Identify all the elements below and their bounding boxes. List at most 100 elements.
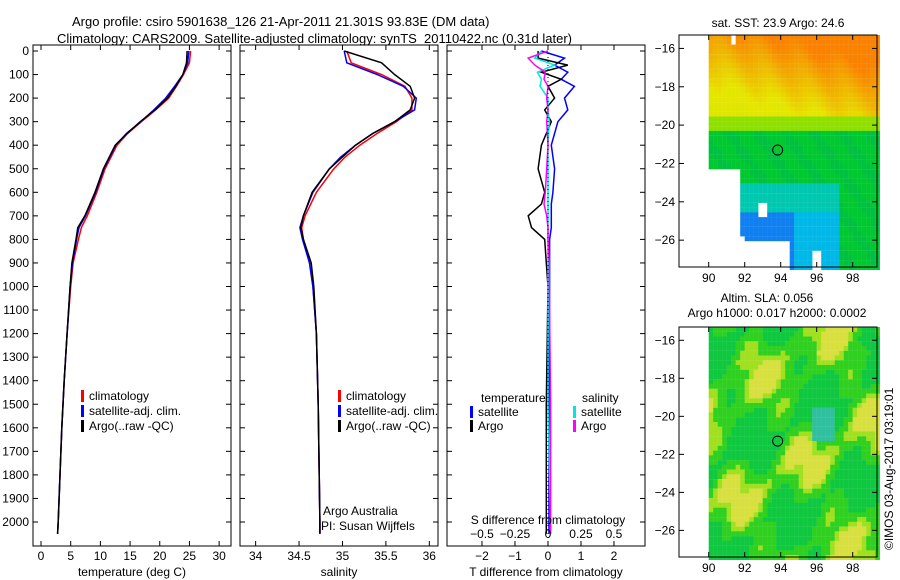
map-cell <box>749 82 754 88</box>
map-cell <box>776 336 781 342</box>
map-cell <box>749 164 754 170</box>
map-cell <box>708 417 714 423</box>
map-cell <box>843 111 849 117</box>
map-cell <box>848 49 853 55</box>
map-cell <box>771 35 777 40</box>
map-cell <box>735 479 741 484</box>
map-cell <box>758 169 763 175</box>
map-cell <box>861 479 867 484</box>
map-cell <box>722 545 727 551</box>
map-cell <box>722 111 727 117</box>
map-cell <box>789 464 795 470</box>
map-cell <box>713 63 718 69</box>
map-cell <box>848 365 853 370</box>
map-cell <box>870 241 876 246</box>
map-cell <box>848 545 853 551</box>
map-cell <box>713 68 718 74</box>
map-cell <box>812 531 817 537</box>
map-cell <box>708 422 714 427</box>
map-cell <box>794 231 799 237</box>
map-cell <box>839 44 844 50</box>
map-cell <box>735 116 741 122</box>
map-cell <box>848 260 853 266</box>
map-cell <box>708 536 714 541</box>
map-cell <box>816 493 822 499</box>
map-cell <box>870 226 876 232</box>
map-cell <box>749 417 754 423</box>
map-cell <box>852 111 858 117</box>
map-cell <box>789 35 795 40</box>
map-cell <box>803 145 808 151</box>
map-cell <box>807 455 813 461</box>
map-cell <box>753 87 759 93</box>
map-cell <box>866 73 871 79</box>
map-cell <box>798 121 804 127</box>
map-cell <box>780 102 786 107</box>
map-cell <box>744 450 750 456</box>
map-cell <box>830 517 835 522</box>
map-cell <box>726 498 732 503</box>
map-cell <box>713 384 718 389</box>
map-cell <box>771 455 777 461</box>
map-cell <box>803 202 808 208</box>
map-cell <box>807 426 813 432</box>
map-cell <box>767 517 772 522</box>
map-cell <box>740 441 745 446</box>
map-cell <box>839 502 844 508</box>
map-cell <box>794 245 799 251</box>
map-cell <box>735 474 741 480</box>
map-cell <box>798 207 804 213</box>
map-cell <box>830 198 835 203</box>
map-cell <box>852 455 858 461</box>
map-cell <box>789 54 795 60</box>
map-cell <box>722 502 727 508</box>
map-cell <box>731 483 736 489</box>
map-cell <box>821 188 826 194</box>
legend-swatch <box>470 420 473 432</box>
map-cell <box>839 255 844 261</box>
map-cell <box>870 260 876 266</box>
map-cell <box>722 145 727 151</box>
map-cell <box>852 174 858 179</box>
map-cell <box>812 130 817 136</box>
map-cell <box>758 521 763 527</box>
map-cell <box>726 436 732 442</box>
map-cell <box>866 336 871 342</box>
map-cell <box>713 388 718 394</box>
map-cell <box>875 260 880 266</box>
map-cell <box>735 360 741 366</box>
map-cell <box>767 398 772 404</box>
map-cell <box>807 245 813 251</box>
map-cell <box>816 97 822 103</box>
map-cell <box>848 135 853 141</box>
map-cell <box>731 398 736 404</box>
map-cell <box>776 178 781 184</box>
map-cell <box>857 426 862 432</box>
map-cell <box>776 78 781 83</box>
map-cell <box>771 178 777 184</box>
map-cell <box>735 82 741 88</box>
map-cell <box>839 63 844 69</box>
map-cell <box>830 441 835 446</box>
map-cell <box>875 374 880 380</box>
map-cell <box>713 460 718 465</box>
map-cell <box>735 126 741 131</box>
map-cell <box>834 111 840 117</box>
map-cell <box>713 488 718 494</box>
map-cell <box>744 550 750 556</box>
map-cell <box>834 455 840 461</box>
map-cell <box>830 521 835 527</box>
map-cell <box>717 102 723 107</box>
map-cell <box>821 412 826 418</box>
map-cell <box>812 226 817 232</box>
map-cell <box>798 188 804 194</box>
map-cell <box>830 464 835 470</box>
map-cell <box>807 82 813 88</box>
map-cell <box>753 35 759 40</box>
map-cell <box>753 507 759 513</box>
map-cell <box>735 498 741 503</box>
map-cell <box>866 169 871 175</box>
map-cell <box>767 474 772 480</box>
map-cell <box>794 111 799 117</box>
map-cell <box>857 441 862 446</box>
